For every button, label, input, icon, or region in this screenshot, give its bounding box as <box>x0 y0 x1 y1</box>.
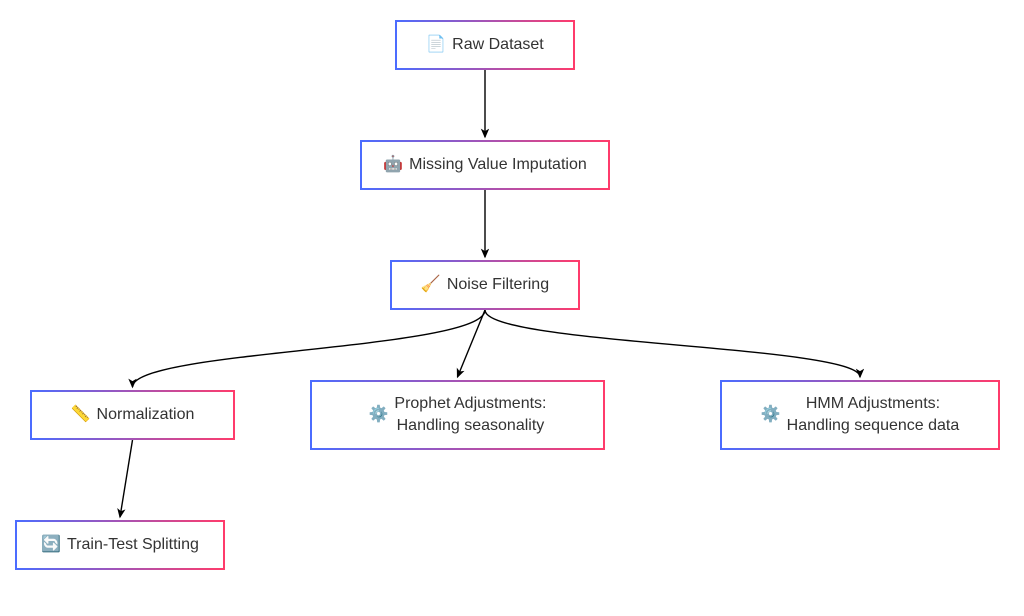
node-norm: 📏 Normalization <box>30 390 235 440</box>
node-split: 🔄 Train-Test Splitting <box>15 520 225 570</box>
node-raw: 📄 Raw Dataset <box>395 20 575 70</box>
node-imputation: 🤖 Missing Value Imputation <box>360 140 610 190</box>
node-imputation-label: Missing Value Imputation <box>409 154 587 176</box>
node-raw-label: Raw Dataset <box>452 34 544 56</box>
edge-noise-to-hmm <box>485 310 860 377</box>
edge-noise-to-norm <box>133 310 486 387</box>
edge-norm-to-split <box>120 440 133 517</box>
node-split-label: Train-Test Splitting <box>67 534 199 556</box>
node-raw-icon: 📄 <box>426 34 446 56</box>
node-imputation-icon: 🤖 <box>383 154 403 176</box>
node-noise-icon: 🧹 <box>421 274 441 296</box>
node-noise: 🧹 Noise Filtering <box>390 260 580 310</box>
node-prophet-label: Prophet Adjustments:Handling seasonality <box>394 393 546 436</box>
node-noise-label: Noise Filtering <box>447 274 549 296</box>
node-norm-icon: 📏 <box>71 404 91 426</box>
node-split-icon: 🔄 <box>41 534 61 556</box>
node-hmm: ⚙️ HMM Adjustments:Handling sequence data <box>720 380 1000 450</box>
edge-noise-to-prophet <box>458 310 486 377</box>
node-hmm-icon: ⚙️ <box>761 404 781 426</box>
node-prophet-icon: ⚙️ <box>368 404 388 426</box>
node-hmm-label: HMM Adjustments:Handling sequence data <box>787 393 960 436</box>
node-prophet: ⚙️ Prophet Adjustments:Handling seasonali… <box>310 380 605 450</box>
flowchart-canvas: 📄 Raw Dataset 🤖 Missing Value Imputation 🧹 No… <box>0 0 1024 616</box>
node-norm-label: Normalization <box>97 404 195 426</box>
